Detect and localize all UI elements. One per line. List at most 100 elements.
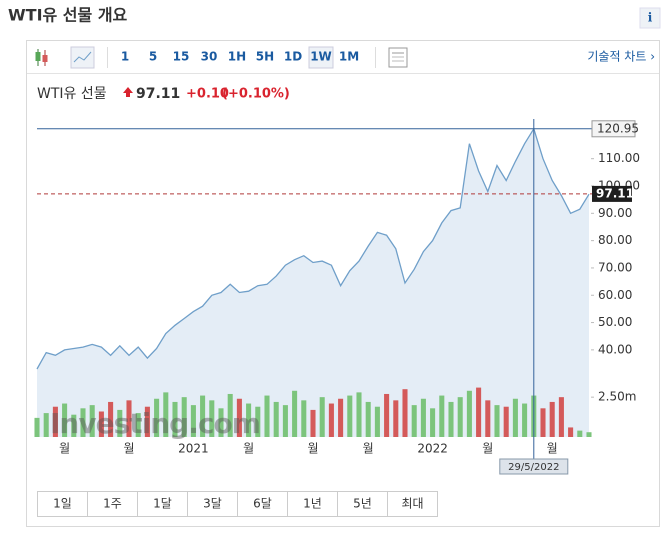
volume-bar — [439, 395, 445, 437]
interval-button[interactable]: 1D — [284, 50, 302, 64]
volume-bar — [264, 395, 270, 437]
x-tick-label: 월 — [59, 442, 70, 456]
y-tick-label: 70.00 — [598, 260, 632, 274]
volume-bar — [236, 398, 242, 437]
x-tick-label: 월 — [363, 442, 374, 456]
info-icon[interactable]: i — [648, 11, 653, 25]
volume-bar — [246, 403, 252, 437]
volume-bar — [466, 390, 472, 437]
volume-bar — [218, 408, 224, 437]
area-fill — [37, 128, 589, 438]
volume-bar — [255, 406, 261, 437]
area-icon[interactable] — [70, 46, 95, 69]
interval-button[interactable]: 1 — [121, 50, 129, 64]
volume-bar — [347, 395, 353, 437]
volume-bar — [126, 400, 132, 437]
watermark: Investing.com — [50, 407, 260, 440]
x-tick-label: 2021 — [178, 442, 209, 456]
range-button[interactable]: 5년 — [353, 497, 372, 511]
volume-bar — [89, 405, 95, 437]
volume-bar — [549, 401, 555, 437]
interval-button[interactable]: 1W — [310, 50, 332, 64]
range-button[interactable]: 최대 — [401, 497, 423, 511]
volume-bar — [98, 411, 104, 437]
volume-bar — [190, 405, 196, 437]
range-button[interactable]: 3달 — [203, 497, 222, 511]
volume-bar — [154, 398, 160, 437]
volume-bar — [209, 400, 215, 437]
volume-bar — [494, 405, 500, 437]
quote-change: +0.10 — [186, 87, 229, 102]
range-button[interactable]: 1주 — [103, 497, 122, 511]
range-button[interactable]: 1달 — [153, 497, 172, 511]
volume-bar — [62, 403, 68, 437]
range-button[interactable]: 6달 — [253, 497, 272, 511]
interval-selected[interactable] — [308, 46, 334, 69]
volume-bar — [522, 403, 528, 437]
volume-bar — [558, 397, 564, 437]
volume-bar — [172, 401, 178, 437]
interval-button[interactable]: 1M — [339, 50, 359, 64]
info-button[interactable] — [639, 7, 661, 29]
area-icon-line — [73, 51, 92, 63]
volume-bar — [503, 406, 509, 437]
volume-bar — [586, 432, 592, 437]
volume-tick-label: 2.50m — [598, 390, 636, 404]
up-arrow — [123, 87, 133, 97]
volume-bar — [181, 397, 187, 437]
volume-bar — [457, 397, 463, 437]
volume-bar — [52, 406, 58, 437]
layout-icon[interactable] — [388, 47, 408, 68]
price-line — [36, 127, 590, 370]
quote-price: 97.11 — [136, 86, 180, 102]
x-tick-label: 월 — [243, 442, 254, 456]
interval-button[interactable]: 30 — [201, 50, 218, 64]
volume-bar — [338, 398, 344, 437]
technical-chart-link[interactable]: 기술적 차트 › — [587, 50, 655, 64]
volume-bar — [163, 392, 169, 437]
volume-bar — [328, 403, 334, 437]
volume-bar — [476, 387, 482, 437]
volume-bar — [135, 413, 141, 437]
volume-bar — [273, 401, 279, 437]
volume-bar — [356, 392, 362, 437]
page-title: WTI유 선물 개요 — [8, 6, 128, 25]
volume-bar — [365, 401, 371, 437]
volume-bar — [227, 393, 233, 437]
volume-bar — [568, 427, 574, 437]
x-tick-label: 2022 — [417, 442, 448, 456]
last-price-box — [592, 185, 632, 202]
range-button[interactable]: 1일 — [53, 497, 72, 511]
interval-button[interactable]: 1H — [228, 50, 246, 64]
volume-bar — [292, 390, 298, 437]
volume-bar — [448, 401, 454, 437]
candle-icon[interactable] — [35, 49, 48, 66]
crosshair-date-label: 29/5/2022 — [508, 462, 559, 473]
volume-bar — [430, 408, 436, 437]
volume-bar — [420, 398, 426, 437]
interval-button[interactable]: 5H — [256, 50, 274, 64]
volume-bar — [411, 405, 417, 437]
quote-name: WTI유 선물 — [37, 86, 107, 102]
volume-bar — [374, 406, 380, 437]
volume-bar — [34, 417, 40, 437]
y-tick-label: 40.00 — [598, 342, 632, 356]
y-tick-label: 60.00 — [598, 288, 632, 302]
x-tick-label: 월 — [547, 442, 558, 456]
volume-bar — [319, 397, 325, 437]
volume-bar — [540, 408, 546, 437]
y-tick-label: 50.00 — [598, 315, 632, 329]
volume-bar — [200, 395, 206, 437]
crosshair-value-box — [591, 120, 636, 138]
range-button[interactable]: 1년 — [303, 497, 322, 511]
y-tick-label: 90.00 — [598, 206, 632, 220]
volume-bar — [80, 408, 86, 437]
volume-bar — [144, 406, 150, 437]
interval-button[interactable]: 15 — [173, 50, 190, 64]
interval-button[interactable]: 5 — [149, 50, 157, 64]
volume-bar — [384, 393, 390, 437]
volume-bar — [108, 401, 114, 437]
volume-bar — [512, 398, 518, 437]
volume-bar — [43, 413, 49, 437]
